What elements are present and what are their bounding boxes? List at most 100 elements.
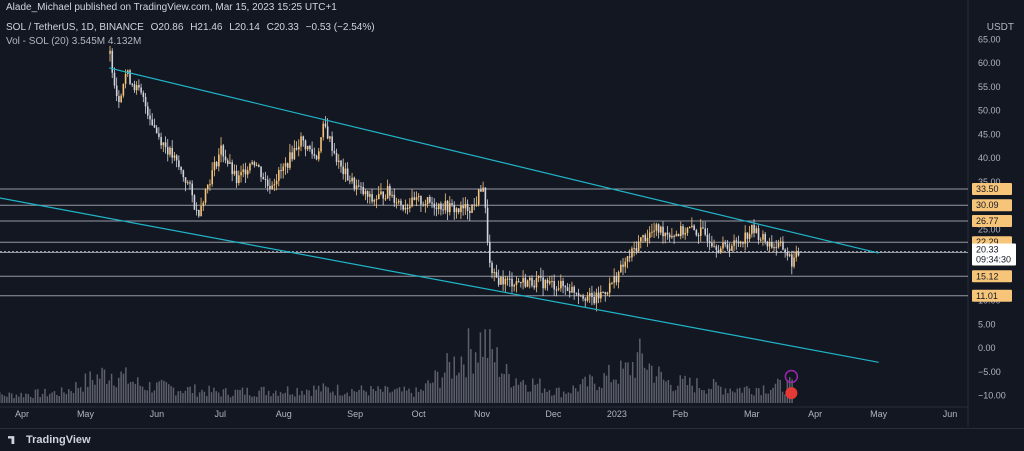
volume-bar [142,387,144,403]
candle-body [414,197,416,200]
candle-body [231,162,233,174]
x-tick-label: Jun [943,409,958,419]
volume-bar [9,393,11,403]
volume-bar [78,388,80,403]
candle-body [660,227,662,233]
volume-bar [749,388,751,403]
candle-body [676,234,678,236]
volume-bar [208,386,210,403]
volume-bar [256,397,258,403]
volume-bar [311,396,313,403]
footer-bar: TradingView [0,428,1024,451]
volume-bar [691,386,693,403]
candle-body [409,206,411,208]
tradingview-logo[interactable]: TradingView [8,434,91,446]
x-tick-label: Jun [150,409,165,419]
candle-body [269,186,271,189]
candle-body [716,246,718,250]
volume-bar [187,387,189,403]
volume-bar [266,395,268,403]
candle-body [516,281,518,285]
x-tick-label: May [77,409,95,419]
volume-bar [94,385,96,403]
candle-body [689,227,691,228]
candle-body [644,235,646,241]
volume-bar [508,374,510,403]
candle-body [185,177,187,183]
volume-bar [522,380,524,403]
x-tick-label: Feb [673,409,689,419]
candle-body [758,228,760,240]
candle-body [394,195,396,203]
volume-bar [520,382,522,403]
channel-upper-line [109,68,878,253]
volume-bar [468,328,470,403]
candle-body [391,195,393,196]
volume-bar [627,362,629,403]
tradingview-icon [8,436,22,444]
volume-bar [644,368,646,403]
volume-bar [537,384,539,403]
candle-body [271,185,273,189]
candle-body [218,155,220,167]
volume-bar [696,378,698,403]
volume-bar [561,397,563,403]
volume-bar [420,389,422,403]
volume-bar [558,387,560,403]
x-tick-label: 2023 [607,409,627,419]
candle-body [134,84,136,90]
candle-body [720,248,722,252]
volume-bar [230,397,232,403]
candle-body [318,151,320,159]
candle-body [302,136,304,140]
volume-bar [4,396,6,403]
candle-body [567,287,569,291]
candle-body [604,292,606,294]
candle-body [298,147,300,150]
price-chart[interactable]: 65.0060.0055.0050.0045.0040.0035.0030.00… [0,0,1024,428]
candle-body [580,295,582,296]
x-tick-label: May [870,409,888,419]
volume-bar [196,397,198,403]
volume-bar [201,390,203,403]
volume-bar [713,379,715,403]
volume-bar [715,382,717,403]
candle-body [733,240,735,245]
volume-bar [463,364,465,403]
candle-body [171,148,173,158]
candle-body [289,152,291,168]
candle-body [247,170,249,174]
candle-body [320,137,322,151]
candle-body [354,178,356,189]
candle-body [680,226,682,236]
candle-body [245,169,247,174]
volume-bar [104,370,106,403]
volume-bar [770,390,772,403]
volume-bar [594,384,596,403]
volume-bar [263,387,265,403]
volume-bar [387,387,389,403]
volume-bar [296,388,298,403]
candle-body [189,182,191,183]
volume-bar [687,385,689,403]
volume-bar [487,358,489,403]
candle-body [420,196,422,204]
volume-bar [427,380,429,403]
volume-bar [570,393,572,403]
volume-bar [684,376,686,403]
candle-body [709,241,711,243]
volume-bar [703,390,705,403]
candle-body [609,283,611,293]
volume-bar [154,390,156,403]
earnings-icon [785,387,797,399]
volume-bar [273,393,275,403]
volume-bar [344,394,346,403]
candle-body [147,106,149,115]
volume-bar [465,377,467,403]
volume-bar [461,356,463,403]
candle-body [693,226,695,230]
volume-bar [527,392,529,403]
candle-body [618,272,620,282]
candle-body [340,161,342,167]
candle-body [624,262,626,267]
